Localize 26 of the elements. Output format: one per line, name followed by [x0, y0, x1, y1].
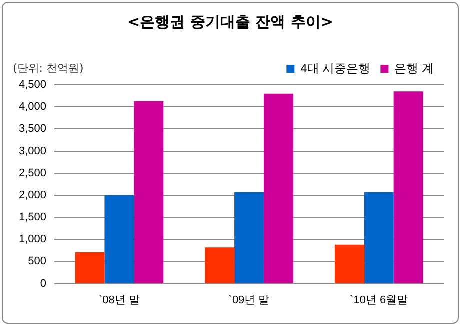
bar: [205, 248, 235, 284]
x-tick-label: `10년 6월말: [350, 294, 408, 306]
bar: [75, 252, 105, 284]
y-tick-label: 1,000: [18, 234, 47, 246]
y-tick-label: 4,500: [18, 79, 47, 92]
y-tick-label: 3,500: [18, 123, 47, 136]
y-tick-label: 2,000: [18, 189, 47, 202]
y-tick-label: 500: [28, 256, 47, 268]
y-axis-title: (단위: 천억원): [13, 61, 84, 76]
bar: [104, 195, 134, 284]
y-tick-label: 3,000: [18, 145, 47, 158]
legend-label: 은행 계: [394, 61, 434, 76]
bar: [334, 244, 364, 284]
bar: [234, 192, 264, 284]
bar: [134, 101, 164, 284]
y-tick-label: 4,000: [18, 101, 47, 114]
bar: [364, 192, 394, 284]
bar: [394, 92, 424, 284]
bar: [264, 94, 294, 284]
chart-title: <은행권 중기대출 잔액 추이>: [126, 13, 334, 32]
y-tick-label: 0: [40, 278, 47, 290]
x-tick-label: `08년 말: [98, 294, 140, 306]
legend-label: 4대 시중은행: [300, 61, 371, 76]
y-tick-label: 1,500: [18, 212, 47, 224]
x-tick-label: `09년 말: [228, 294, 270, 306]
y-tick-label: 2,500: [18, 167, 47, 180]
